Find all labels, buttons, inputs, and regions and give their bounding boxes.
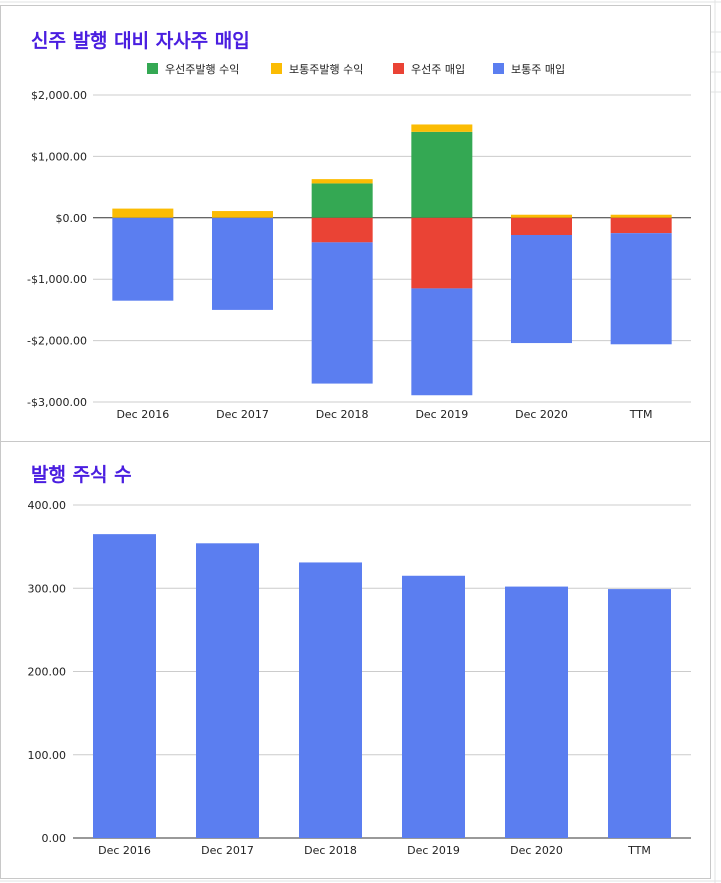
shares-outstanding-chart: 발행 주식 수 400.00 300.00 200.00 100.00 0.00 Dec …: [0, 441, 711, 879]
bar-segment: [411, 288, 473, 396]
bar-segment: [411, 131, 473, 218]
bar-chart: 400.00 300.00 200.00 100.00 0.00 Dec 2016 Dec …: [28, 499, 691, 857]
bar-segment: [112, 208, 174, 218]
bar-segment: [311, 183, 373, 218]
legend-label: 보통주발행 수익: [289, 63, 363, 76]
bar: [608, 589, 671, 838]
bar-segment: [311, 242, 373, 384]
y-tick-label: $0.00: [56, 212, 88, 225]
y-tick-label: $1,000.00: [31, 150, 87, 163]
x-tick-label: TTM: [629, 408, 653, 421]
bar-segment: [311, 179, 373, 184]
x-tick-label: Dec 2017: [201, 844, 254, 857]
bar-segment: [311, 217, 373, 243]
y-tick-label: 0.00: [42, 832, 67, 845]
x-tick-label: Dec 2016: [116, 408, 169, 421]
bar-segment: [511, 234, 572, 344]
y-tick-label: 300.00: [28, 582, 67, 595]
legend-swatch: [271, 63, 282, 74]
y-tick-label: $2,000.00: [31, 89, 87, 102]
bar-segment: [610, 214, 672, 218]
stacked-bar-chart: 우선주발행 수익 보통주발행 수익 우선주 매입 보통주 매입 $2,000.00 $1,…: [27, 63, 691, 421]
bar: [299, 562, 362, 838]
legend-swatch: [147, 63, 158, 74]
y-tick-label: -$3,000.00: [27, 396, 87, 409]
x-tick-label: Dec 2016: [98, 844, 151, 857]
x-tick-label: Dec 2018: [316, 408, 369, 421]
y-tick-label: 400.00: [28, 499, 67, 512]
legend-label: 우선주 매입: [411, 63, 465, 76]
bar-segment: [112, 217, 174, 301]
y-tick-label: -$1,000.00: [27, 273, 87, 286]
bar-segment: [511, 217, 572, 235]
x-tick-label: Dec 2020: [515, 408, 568, 421]
bar: [196, 543, 259, 838]
buyback-vs-issuance-chart: 신주 발행 대비 자사주 매입 우선주발행 수익 보통주발행 수익 우선주 매입 보통…: [0, 5, 711, 442]
y-tick-label: -$2,000.00: [27, 335, 87, 348]
bar-segment: [610, 217, 672, 234]
chart-title: 발행 주식 수: [31, 464, 132, 486]
x-tick-label: TTM: [627, 844, 651, 857]
x-tick-label: Dec 2019: [415, 408, 468, 421]
x-tick-label: Dec 2017: [216, 408, 269, 421]
bar-segment: [212, 211, 273, 218]
bar: [402, 575, 465, 838]
bar-segment: [511, 214, 572, 218]
legend-label: 우선주발행 수익: [165, 63, 239, 76]
x-tick-label: Dec 2020: [510, 844, 563, 857]
chart-title: 신주 발행 대비 자사주 매입: [31, 30, 250, 52]
x-tick-label: Dec 2018: [304, 844, 357, 857]
y-tick-label: 200.00: [28, 666, 67, 679]
legend-label: 보통주 매입: [511, 63, 565, 76]
bar-segment: [411, 124, 473, 132]
bar: [505, 586, 568, 838]
legend-swatch: [493, 63, 504, 74]
y-tick-label: 100.00: [28, 749, 67, 762]
x-tick-label: Dec 2019: [407, 844, 460, 857]
bar-segment: [411, 217, 473, 289]
legend-swatch: [393, 63, 404, 74]
bar: [93, 534, 156, 838]
bar-segment: [610, 233, 672, 345]
bar-segment: [212, 217, 273, 310]
